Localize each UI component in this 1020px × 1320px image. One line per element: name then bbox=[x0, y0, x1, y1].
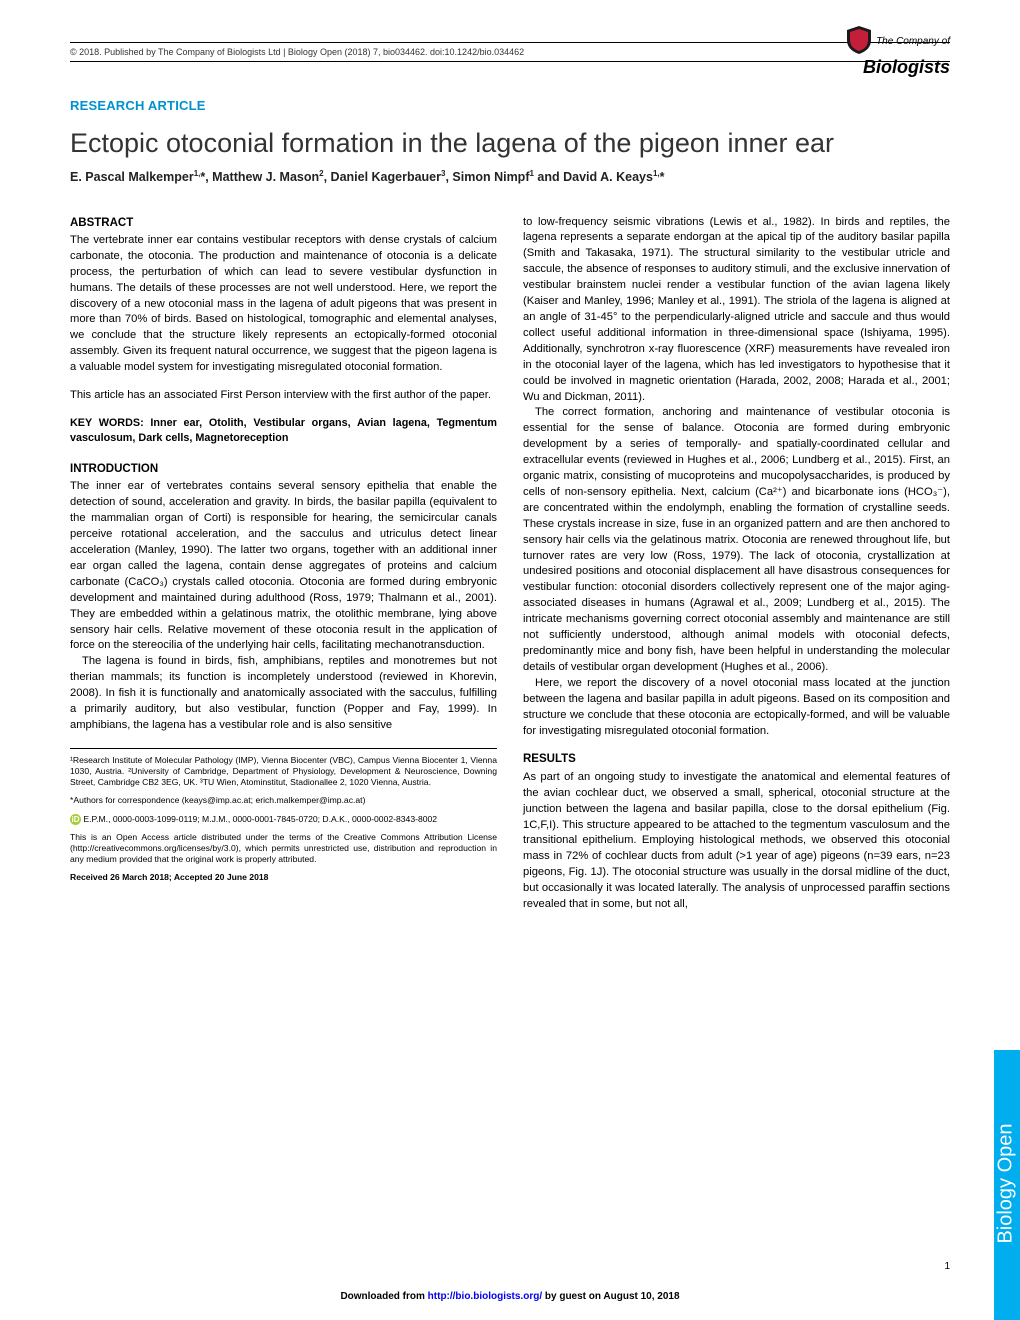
logo-top-text: The Company of bbox=[876, 36, 950, 47]
introduction-body: The inner ear of vertebrates contains se… bbox=[70, 479, 497, 734]
correspondence: *Authors for correspondence (keays@imp.a… bbox=[70, 795, 497, 806]
orcid-icon: iD bbox=[70, 814, 81, 825]
first-person-note: This article has an associated First Per… bbox=[70, 388, 497, 404]
publisher-logo: The Company of Biologists bbox=[847, 26, 950, 78]
abstract-heading: ABSTRACT bbox=[70, 215, 497, 231]
col2-p3: Here, we report the discovery of a novel… bbox=[523, 676, 950, 740]
footnotes: ¹Research Institute of Molecular Patholo… bbox=[70, 748, 497, 884]
download-footer: Downloaded from http://bio.biologists.or… bbox=[0, 1291, 1020, 1302]
intro-p2: The lagena is found in birds, fish, amph… bbox=[70, 654, 497, 734]
copyright-text: © 2018. Published by The Company of Biol… bbox=[70, 47, 524, 57]
results-p1: As part of an ongoing study to investiga… bbox=[523, 770, 950, 913]
download-pre: Downloaded from bbox=[340, 1291, 427, 1302]
article-type: RESEARCH ARTICLE bbox=[70, 98, 950, 113]
orcid-line: iD E.P.M., 0000-0003-1099-0119; M.J.M., … bbox=[70, 814, 497, 825]
download-link[interactable]: http://bio.biologists.org/ bbox=[428, 1291, 542, 1302]
col2-p2: The correct formation, anchoring and mai… bbox=[523, 405, 950, 675]
abstract-text: The vertebrate inner ear contains vestib… bbox=[70, 233, 497, 376]
article-title: Ectopic otoconial formation in the lagen… bbox=[70, 127, 950, 159]
affiliations: ¹Research Institute of Molecular Patholo… bbox=[70, 755, 497, 789]
orcid-ids: E.P.M., 0000-0003-1099-0119; M.J.M., 000… bbox=[83, 814, 437, 824]
results-heading: RESULTS bbox=[523, 751, 950, 767]
logo-shield-icon bbox=[847, 26, 871, 57]
introduction-heading: INTRODUCTION bbox=[70, 461, 497, 477]
side-tab-text: Biology Open bbox=[995, 1064, 1018, 1304]
keywords: KEY WORDS: Inner ear, Otolith, Vestibula… bbox=[70, 416, 497, 445]
right-column: to low-frequency seismic vibrations (Lew… bbox=[523, 215, 950, 913]
logo-bottom-text: Biologists bbox=[863, 57, 950, 77]
page-number: 1 bbox=[944, 1261, 950, 1272]
download-post: by guest on August 10, 2018 bbox=[542, 1291, 679, 1302]
keywords-label: KEY WORDS: bbox=[70, 417, 144, 429]
license-text: This is an Open Access article distribut… bbox=[70, 832, 497, 866]
col2-p1: to low-frequency seismic vibrations (Lew… bbox=[523, 215, 950, 406]
left-column: ABSTRACT The vertebrate inner ear contai… bbox=[70, 215, 497, 913]
received-accepted: Received 26 March 2018; Accepted 20 June… bbox=[70, 872, 497, 883]
journal-side-tab: Biology Open bbox=[994, 1050, 1020, 1320]
author-list: E. Pascal Malkemper1,*, Matthew J. Mason… bbox=[70, 169, 950, 184]
intro-p1: The inner ear of vertebrates contains se… bbox=[70, 479, 497, 654]
header-bar: © 2018. Published by The Company of Biol… bbox=[70, 42, 950, 62]
